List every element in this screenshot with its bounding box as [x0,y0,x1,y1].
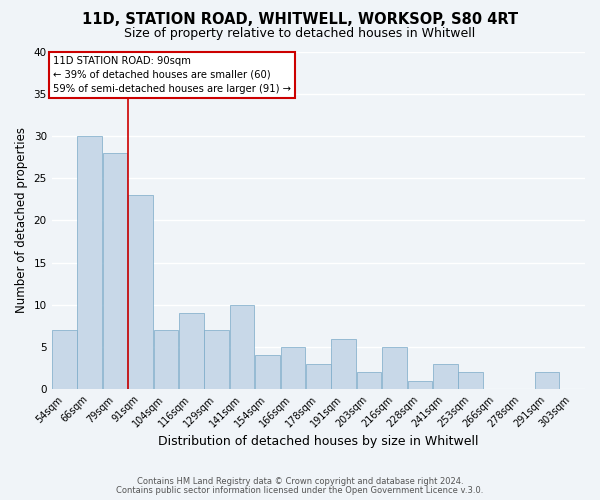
Bar [77,136,102,389]
Bar [407,380,432,389]
Bar [331,338,356,389]
Bar [230,305,254,389]
Text: 11D, STATION ROAD, WHITWELL, WORKSOP, S80 4RT: 11D, STATION ROAD, WHITWELL, WORKSOP, S8… [82,12,518,28]
Y-axis label: Number of detached properties: Number of detached properties [15,128,28,314]
Bar [205,330,229,389]
Bar [382,347,407,389]
Bar [255,356,280,389]
Bar [357,372,382,389]
Bar [128,195,153,389]
Bar [179,313,203,389]
Bar [458,372,483,389]
Text: Contains public sector information licensed under the Open Government Licence v.: Contains public sector information licen… [116,486,484,495]
Bar [281,347,305,389]
Bar [306,364,331,389]
Bar [154,330,178,389]
Bar [433,364,458,389]
X-axis label: Distribution of detached houses by size in Whitwell: Distribution of detached houses by size … [158,434,479,448]
Text: 11D STATION ROAD: 90sqm
← 39% of detached houses are smaller (60)
59% of semi-de: 11D STATION ROAD: 90sqm ← 39% of detache… [53,56,291,94]
Text: Contains HM Land Registry data © Crown copyright and database right 2024.: Contains HM Land Registry data © Crown c… [137,477,463,486]
Bar [103,153,127,389]
Text: Size of property relative to detached houses in Whitwell: Size of property relative to detached ho… [124,28,476,40]
Bar [52,330,77,389]
Bar [535,372,559,389]
